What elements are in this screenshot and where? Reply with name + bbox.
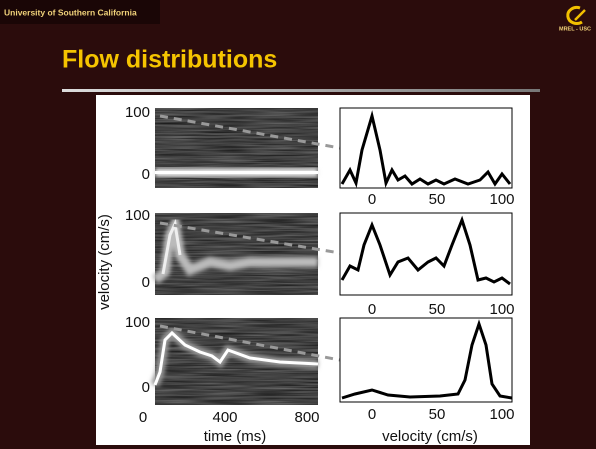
y-tick-label: 100 [125, 207, 150, 224]
slide-title: Flow distributions [62, 46, 277, 74]
logo-text: MREL - USC [559, 26, 591, 32]
y-tick-label: 100 [125, 314, 150, 331]
header-band [0, 0, 160, 24]
y-tick-label: 100 [125, 104, 150, 121]
x-tick-label: 800 [294, 409, 319, 426]
x-tick-label: 100 [489, 301, 514, 318]
y-tick-label: 0 [142, 166, 150, 183]
x-tick-label: 0 [368, 406, 376, 423]
x-axis-label: velocity (cm/s) [382, 428, 478, 445]
x-tick-label: 50 [429, 406, 446, 423]
x-tick-label: 0 [368, 301, 376, 318]
spectrogram [151, 209, 318, 295]
title-rule [62, 89, 540, 92]
spectrogram [155, 108, 318, 188]
x-tick-label: 0 [139, 409, 147, 426]
y-tick-label: 0 [142, 379, 150, 396]
x-tick-label: 0 [368, 191, 376, 208]
institution: University of Southern California [4, 7, 137, 17]
x-tick-label: 100 [489, 191, 514, 208]
y-tick-label: 0 [142, 274, 150, 291]
link-lines [159, 114, 341, 362]
x-axis-label: time (ms) [204, 428, 267, 445]
x-tick-label: 100 [489, 406, 514, 423]
y-axis-label: velocity (cm/s) [96, 214, 113, 310]
logo [566, 6, 586, 25]
x-tick-label: 50 [429, 191, 446, 208]
profiles [339, 107, 513, 403]
x-tick-label: 400 [212, 409, 237, 426]
x-tick-label: 50 [429, 301, 446, 318]
spectrogram [150, 318, 319, 405]
